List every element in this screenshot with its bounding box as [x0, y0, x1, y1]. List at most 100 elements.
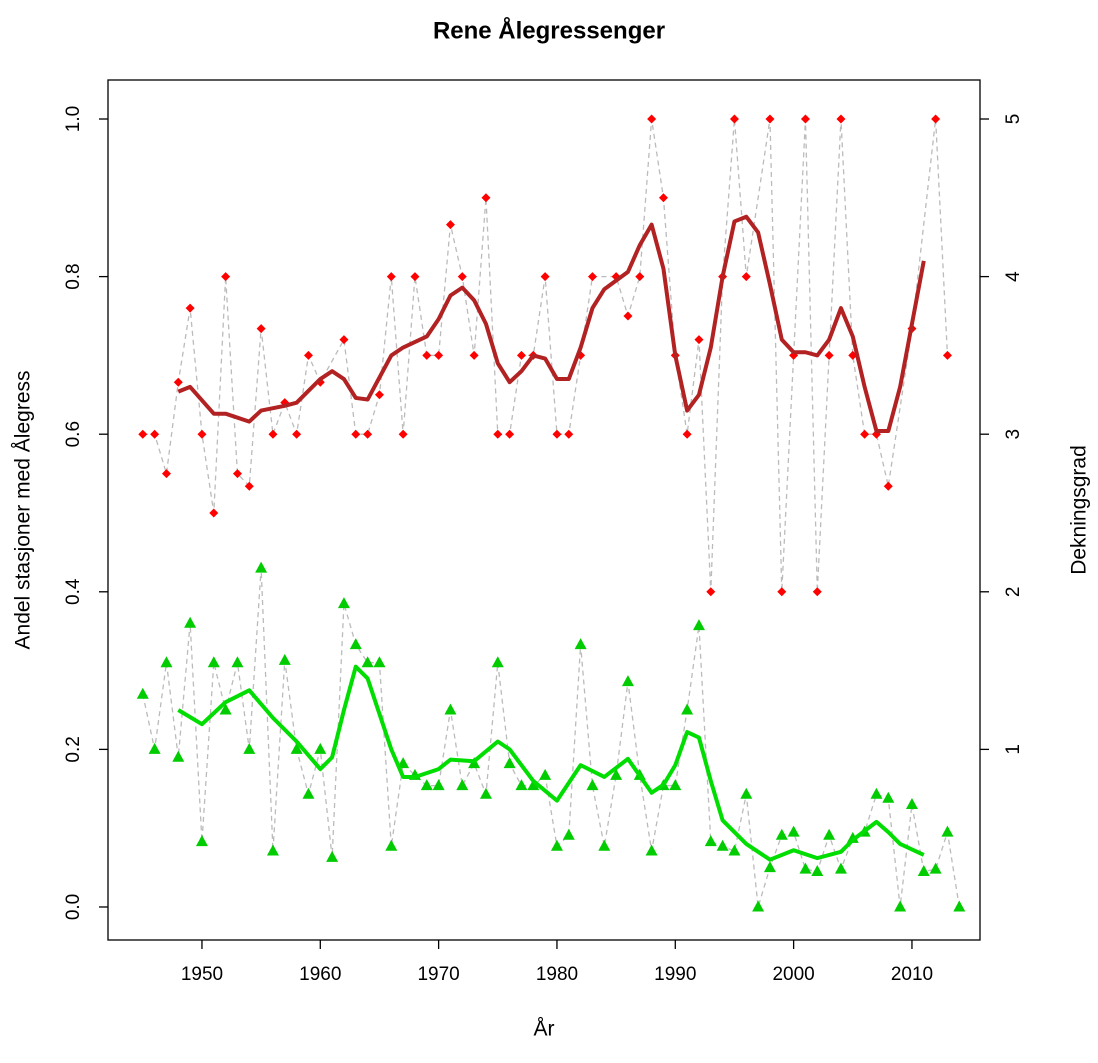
x-tick-label: 1980 [536, 964, 578, 985]
y-tick-label: 0.2 [63, 736, 84, 762]
data-point [410, 272, 420, 282]
data-point [456, 779, 469, 791]
data-point [292, 429, 302, 439]
data-point [882, 791, 895, 803]
data-point [302, 787, 315, 799]
data-point [694, 335, 704, 345]
data-point [635, 272, 645, 282]
data-point [173, 377, 183, 387]
x-axis-title: År [534, 1018, 555, 1041]
y2-tick-label: 4 [1003, 271, 1024, 282]
data-point [811, 865, 824, 877]
data-point [209, 508, 219, 518]
data-point [290, 742, 303, 754]
smooth-line [177, 214, 926, 434]
data-point [752, 900, 765, 912]
data-point [824, 350, 834, 360]
data-point [339, 335, 349, 345]
y2-tick-label: 2 [1003, 587, 1024, 598]
data-point [623, 311, 633, 321]
data-point [586, 779, 599, 791]
data-point [266, 844, 279, 856]
data-point [148, 742, 161, 754]
x-tick-label: 1990 [654, 964, 696, 985]
data-point [231, 656, 244, 668]
data-point [917, 865, 930, 877]
x-tick-label: 1950 [181, 964, 223, 985]
data-point [505, 429, 515, 439]
data-point [469, 350, 479, 360]
data-point [386, 272, 396, 282]
data-point [645, 844, 658, 856]
data-point [610, 768, 623, 780]
y2-axis-title: Dekningsgrad [1068, 445, 1091, 575]
data-point [812, 587, 822, 597]
data-point [777, 587, 787, 597]
data-point [860, 429, 870, 439]
data-point [658, 193, 668, 203]
data-point [172, 750, 185, 762]
data-point [221, 272, 231, 282]
y-tick-label: 0.8 [63, 263, 84, 289]
data-point [363, 429, 373, 439]
data-point [374, 390, 384, 400]
chart-title: Rene Ålegressenger [433, 16, 665, 44]
data-point [420, 779, 433, 791]
data-point [564, 429, 574, 439]
data-point [503, 757, 516, 769]
data-point [942, 350, 952, 360]
y2-tick-label: 3 [1003, 429, 1024, 440]
data-point [161, 469, 171, 479]
data-point [741, 272, 751, 282]
data-point [669, 779, 682, 791]
data-point [836, 114, 846, 124]
data-point [232, 469, 242, 479]
data-point [373, 656, 386, 668]
data-point [682, 429, 692, 439]
data-point [160, 656, 173, 668]
plot-frame [107, 79, 981, 941]
connector-line [142, 118, 949, 592]
data-point [681, 703, 694, 715]
data-point [941, 825, 954, 837]
data-point [493, 429, 503, 439]
data-point [905, 798, 918, 810]
data-point [349, 638, 362, 650]
data-point [894, 900, 907, 912]
data-point [385, 839, 398, 851]
data-point [136, 687, 149, 699]
x-tick-label: 1960 [299, 964, 341, 985]
data-point [550, 839, 563, 851]
data-point [491, 656, 504, 668]
data-point [197, 429, 207, 439]
data-point [432, 779, 445, 791]
data-point [150, 429, 160, 439]
data-point [326, 850, 339, 862]
data-point [765, 114, 775, 124]
data-point [775, 828, 788, 840]
data-point [539, 768, 552, 780]
data-point [185, 303, 195, 313]
data-point [598, 839, 611, 851]
data-point [527, 779, 540, 791]
data-point [931, 114, 941, 124]
data-point [515, 779, 528, 791]
data-point [268, 429, 278, 439]
x-tick-label: 2010 [891, 964, 933, 985]
y-tick-label: 0.6 [63, 421, 84, 447]
data-point [540, 272, 550, 282]
data-point [195, 835, 208, 847]
data-point [953, 900, 966, 912]
data-point [479, 787, 492, 799]
data-point [444, 703, 457, 715]
data-point [706, 587, 716, 597]
data-point [256, 324, 266, 334]
data-point [219, 703, 232, 715]
data-point [138, 429, 148, 439]
data-point [704, 835, 717, 847]
data-point [763, 861, 776, 873]
data-point [481, 193, 491, 203]
x-tick-label: 2000 [772, 964, 814, 985]
data-point [445, 220, 455, 230]
